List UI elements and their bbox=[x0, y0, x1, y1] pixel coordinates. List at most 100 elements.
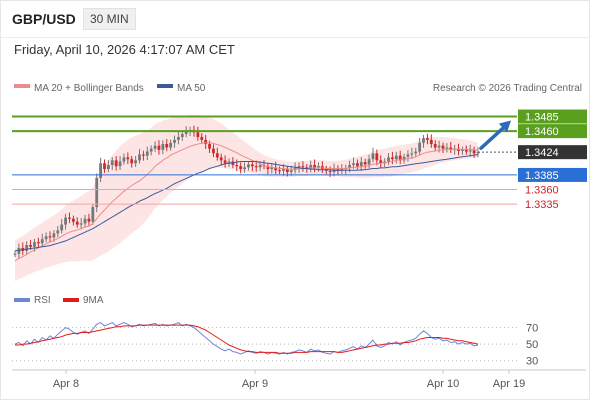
level-support: 1.3385 bbox=[12, 167, 587, 182]
candle bbox=[375, 149, 379, 166]
candle bbox=[13, 250, 17, 258]
candle bbox=[126, 152, 130, 165]
level-resistance: 1.3460 bbox=[12, 124, 587, 139]
candle bbox=[71, 215, 75, 226]
candle bbox=[204, 134, 208, 149]
candle bbox=[243, 162, 246, 173]
rsi-tick-label: 70 bbox=[526, 323, 538, 335]
candle bbox=[169, 139, 173, 151]
level-label: 1.3385 bbox=[525, 170, 559, 182]
price-panel bbox=[13, 114, 480, 282]
candle bbox=[91, 203, 95, 225]
candle bbox=[398, 150, 402, 165]
candle bbox=[138, 148, 141, 164]
candle bbox=[266, 162, 270, 175]
rsi-legend-label: RSI bbox=[34, 295, 51, 306]
candle bbox=[235, 159, 239, 172]
candle bbox=[48, 231, 52, 243]
candle bbox=[219, 153, 223, 166]
level-label: 1.3360 bbox=[525, 185, 559, 197]
candle bbox=[161, 140, 165, 155]
candle bbox=[75, 217, 79, 228]
candle bbox=[95, 173, 99, 213]
ma50-legend-label: MA 50 bbox=[177, 83, 206, 94]
candle bbox=[196, 126, 200, 141]
candle bbox=[118, 155, 122, 170]
ma9-legend-label: 9MA bbox=[83, 295, 104, 306]
ma20-legend-swatch bbox=[14, 84, 30, 88]
candle bbox=[87, 213, 91, 226]
chart-datetime: Friday, April 10, 2026 4:17:07 AM CET bbox=[14, 42, 235, 57]
candle bbox=[406, 150, 410, 162]
candle bbox=[153, 141, 157, 152]
candle bbox=[173, 135, 176, 148]
candle bbox=[363, 158, 367, 169]
rsi-tick-label: 30 bbox=[526, 356, 538, 368]
level-label: 1.3485 bbox=[525, 112, 559, 124]
candle bbox=[103, 159, 106, 173]
candle bbox=[387, 153, 390, 165]
candle bbox=[36, 237, 40, 248]
time-tick-label: Apr 9 bbox=[242, 378, 268, 390]
candle bbox=[122, 153, 126, 165]
candle bbox=[402, 153, 406, 164]
candle bbox=[309, 160, 313, 173]
candle bbox=[301, 161, 305, 172]
time-tick-label: Apr 10 bbox=[427, 378, 459, 390]
level-minor_support: 1.3335 bbox=[12, 199, 559, 211]
candle bbox=[83, 214, 87, 228]
candle bbox=[247, 161, 250, 171]
candle bbox=[223, 155, 227, 168]
bollinger-band bbox=[15, 114, 478, 282]
candle bbox=[40, 233, 44, 248]
candle bbox=[134, 155, 138, 168]
candle bbox=[227, 158, 231, 168]
level-label: 1.3460 bbox=[525, 126, 559, 138]
candle bbox=[165, 139, 169, 152]
chart-header: GBP/USD 30 MIN bbox=[1, 1, 589, 38]
candle bbox=[79, 217, 83, 230]
candle bbox=[200, 133, 204, 144]
candle bbox=[472, 146, 476, 158]
price-levels: 1.3485 1.3460 1.3424 1.3385 1.3360 1.3335 bbox=[12, 109, 587, 211]
candle bbox=[177, 131, 180, 145]
candle bbox=[464, 145, 468, 155]
candle bbox=[25, 241, 29, 255]
candle bbox=[130, 155, 134, 168]
candle bbox=[379, 155, 383, 168]
candle bbox=[270, 162, 274, 174]
credit-label: Research © 2026 Trading Central bbox=[433, 83, 582, 94]
timeframe-button[interactable]: 30 MIN bbox=[83, 8, 136, 30]
candle bbox=[391, 151, 394, 165]
candle bbox=[449, 141, 453, 154]
ma9-legend-swatch bbox=[63, 298, 79, 302]
candle bbox=[60, 219, 64, 234]
candle bbox=[468, 144, 472, 157]
candle bbox=[106, 160, 110, 173]
time-tick-label: Apr 19 bbox=[493, 378, 525, 390]
candle bbox=[278, 166, 281, 175]
ma20-line bbox=[14, 142, 479, 262]
candle bbox=[149, 145, 153, 156]
candle bbox=[212, 144, 215, 158]
candle bbox=[17, 243, 21, 259]
candle bbox=[359, 157, 363, 172]
candle bbox=[418, 137, 422, 155]
level-last: 1.3424 bbox=[478, 145, 587, 160]
candle bbox=[141, 150, 145, 161]
candle bbox=[114, 155, 118, 171]
currency-pair-title: GBP/USD bbox=[12, 11, 76, 27]
level-resistance: 1.3485 bbox=[12, 109, 587, 124]
time-axis: Apr 8 Apr 9 Apr 10 Apr 19 bbox=[53, 370, 525, 390]
rsi-tick-label: 50 bbox=[526, 339, 538, 351]
ma20-legend-label: MA 20 + Bollinger Bands bbox=[34, 83, 144, 94]
candle bbox=[313, 159, 316, 173]
candle bbox=[422, 134, 425, 148]
candle bbox=[44, 232, 48, 243]
candle bbox=[239, 162, 243, 174]
ma50-line bbox=[14, 154, 479, 252]
candle bbox=[289, 165, 293, 176]
candle bbox=[99, 157, 102, 183]
candle bbox=[429, 134, 433, 148]
